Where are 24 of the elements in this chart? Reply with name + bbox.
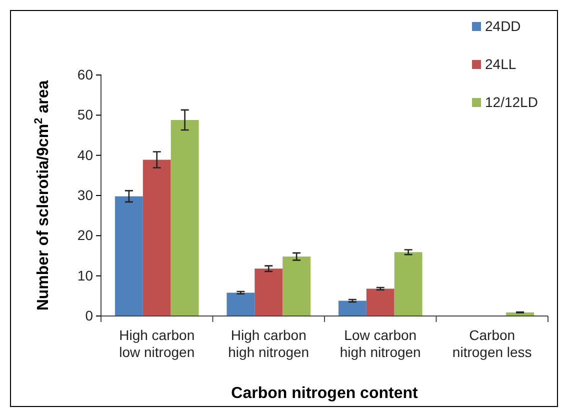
bar bbox=[366, 288, 394, 316]
y-tick-label: 20 bbox=[77, 227, 94, 244]
bar bbox=[226, 292, 255, 316]
x-tick-label: Carbon nitrogen less bbox=[452, 327, 532, 360]
y-tick-label: 30 bbox=[77, 186, 94, 203]
legend-label: 12/12LD bbox=[485, 94, 538, 110]
x-tick-label: High carbon low nitrogen bbox=[119, 327, 195, 360]
bar bbox=[114, 196, 143, 316]
bar bbox=[142, 160, 171, 316]
x-axis-title: Carbon nitrogen content bbox=[231, 385, 418, 402]
y-tick-label: 50 bbox=[77, 106, 94, 123]
bar bbox=[254, 268, 283, 316]
x-tick-label: High carbon high nitrogen bbox=[228, 327, 310, 360]
y-tick-label: 10 bbox=[77, 267, 94, 284]
bar bbox=[338, 300, 366, 316]
y-tick-label: 40 bbox=[77, 146, 94, 163]
bar bbox=[394, 252, 422, 316]
legend-label: 24LL bbox=[485, 56, 516, 72]
y-tick-label: 60 bbox=[77, 66, 94, 82]
legend-label: 24DD bbox=[485, 18, 521, 34]
y-tick-label: 0 bbox=[85, 307, 94, 324]
bar bbox=[170, 120, 199, 316]
bar bbox=[282, 256, 311, 316]
x-tick-label: Low carbon high nitrogen bbox=[340, 327, 421, 360]
